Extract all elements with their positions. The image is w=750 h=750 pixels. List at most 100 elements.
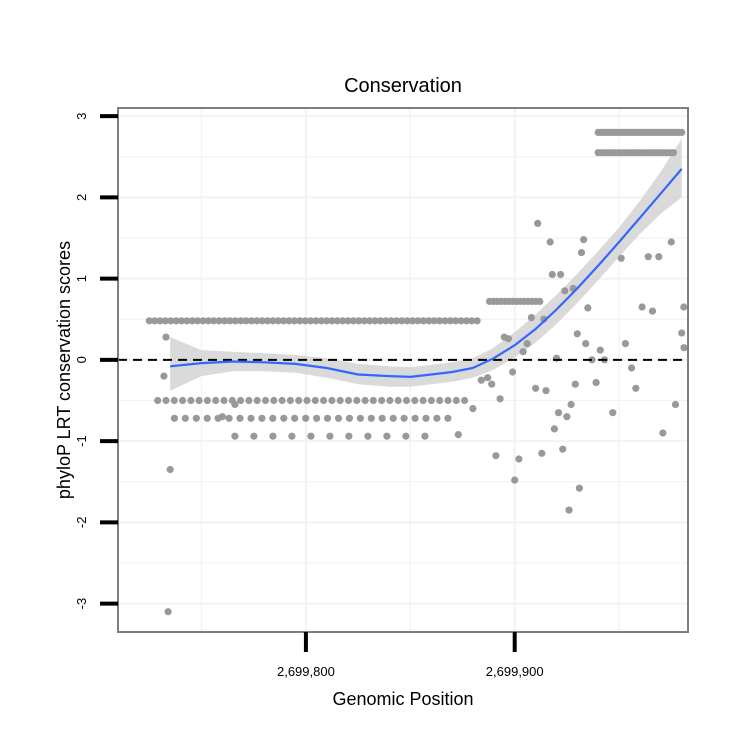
data-point bbox=[288, 432, 296, 440]
data-point bbox=[563, 413, 571, 421]
data-point bbox=[554, 409, 563, 417]
data-point bbox=[250, 432, 258, 440]
y-tick-label: 1 bbox=[74, 275, 89, 282]
data-point bbox=[313, 414, 321, 422]
data-point bbox=[382, 317, 390, 325]
data-point bbox=[167, 317, 175, 325]
data-point bbox=[386, 396, 394, 405]
data-point bbox=[452, 396, 460, 405]
data-point bbox=[446, 317, 454, 325]
data-point bbox=[237, 317, 245, 325]
data-point bbox=[628, 364, 636, 372]
data-point bbox=[291, 414, 299, 422]
data-point bbox=[263, 317, 272, 325]
data-point bbox=[323, 414, 332, 422]
data-point bbox=[667, 238, 675, 246]
data-point bbox=[387, 317, 395, 325]
data-point bbox=[215, 317, 223, 325]
data-point bbox=[648, 307, 657, 315]
data-point bbox=[253, 396, 261, 405]
data-point bbox=[323, 317, 331, 325]
data-point bbox=[369, 396, 377, 405]
data-point bbox=[394, 396, 402, 405]
data-point bbox=[183, 317, 191, 325]
x-axis: 2,699,800 2,699,900 bbox=[277, 632, 544, 679]
data-point bbox=[367, 414, 375, 422]
data-point bbox=[320, 396, 328, 405]
data-point bbox=[433, 414, 441, 422]
data-point bbox=[492, 452, 500, 460]
data-point bbox=[203, 396, 211, 405]
data-point bbox=[355, 317, 363, 325]
data-point bbox=[402, 432, 410, 440]
data-point bbox=[419, 317, 427, 325]
data-point bbox=[345, 414, 353, 422]
data-point bbox=[172, 317, 180, 325]
data-point bbox=[231, 317, 239, 325]
x-tick-label: 2,699,900 bbox=[486, 664, 544, 679]
data-point bbox=[378, 414, 386, 422]
data-point bbox=[269, 414, 277, 422]
data-point bbox=[534, 219, 542, 227]
data-point bbox=[166, 465, 174, 474]
data-point bbox=[286, 396, 294, 405]
data-point bbox=[402, 396, 411, 405]
data-point bbox=[538, 449, 546, 457]
data-point bbox=[371, 317, 379, 325]
panel-border bbox=[117, 107, 689, 633]
data-point bbox=[400, 414, 408, 422]
y-tick-label: -3 bbox=[74, 598, 89, 610]
data-point bbox=[427, 396, 435, 405]
data-point bbox=[290, 317, 298, 325]
data-point bbox=[253, 317, 261, 325]
data-point bbox=[515, 455, 523, 463]
confidence-band-area bbox=[170, 138, 682, 391]
data-point bbox=[454, 431, 462, 439]
y-axis: 3 2 1 0 -1 -2 -3 bbox=[74, 112, 118, 609]
data-point bbox=[477, 376, 485, 384]
data-point bbox=[430, 317, 438, 325]
smooth-line bbox=[170, 168, 683, 379]
confidence-band bbox=[170, 138, 682, 391]
data-point bbox=[596, 346, 604, 354]
data-point bbox=[328, 317, 336, 325]
data-point bbox=[225, 414, 233, 422]
data-point bbox=[546, 238, 554, 246]
data-point bbox=[187, 396, 195, 405]
smooth-curve bbox=[170, 168, 683, 379]
data-point bbox=[383, 432, 391, 440]
data-point bbox=[199, 317, 207, 325]
data-point bbox=[339, 317, 347, 325]
data-point bbox=[565, 506, 573, 514]
data-point bbox=[218, 413, 226, 421]
data-point bbox=[353, 396, 361, 405]
data-point bbox=[312, 317, 320, 325]
data-point bbox=[680, 344, 688, 352]
data-point bbox=[145, 317, 153, 325]
data-point bbox=[462, 317, 470, 325]
data-point bbox=[361, 396, 369, 405]
data-point bbox=[444, 396, 452, 405]
data-point bbox=[307, 432, 315, 440]
data-point bbox=[436, 396, 444, 405]
x-axis-label: Genomic Position bbox=[332, 689, 473, 709]
data-point bbox=[577, 249, 586, 257]
data-point bbox=[269, 432, 277, 440]
data-point bbox=[444, 414, 452, 422]
y-tick-label: 0 bbox=[74, 356, 89, 363]
data-point bbox=[170, 414, 178, 422]
data-point bbox=[285, 317, 293, 325]
data-point bbox=[532, 384, 540, 392]
data-point bbox=[550, 425, 559, 433]
data-point bbox=[195, 396, 203, 405]
data-point bbox=[162, 396, 170, 405]
data-point bbox=[344, 317, 352, 325]
data-point bbox=[403, 317, 411, 325]
data-point bbox=[170, 396, 178, 405]
y-tick-label: 3 bbox=[74, 112, 89, 119]
data-point bbox=[160, 372, 168, 380]
data-point bbox=[188, 317, 196, 325]
data-point bbox=[389, 414, 397, 422]
data-point bbox=[473, 317, 481, 325]
plot-panel bbox=[117, 107, 689, 633]
